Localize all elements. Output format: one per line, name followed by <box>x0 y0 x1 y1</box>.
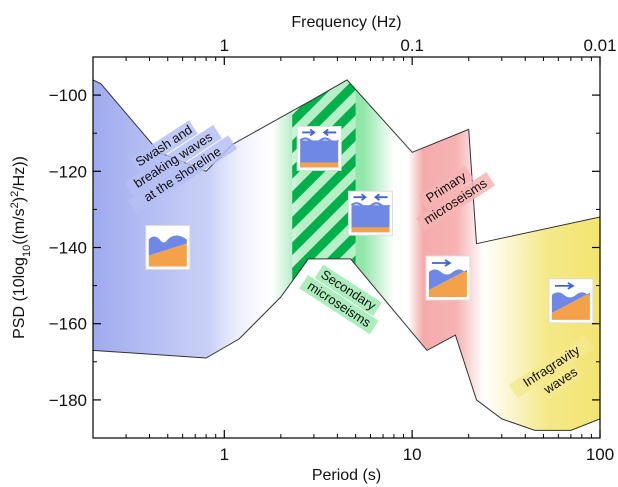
top-tick-label: 0.01 <box>583 36 616 55</box>
y-tick-label: −160 <box>49 315 87 334</box>
opposing-waves-icon-1 <box>296 125 342 171</box>
band-fill-3 <box>407 79 484 431</box>
y-tick-label: −180 <box>49 391 87 410</box>
top-axis-title: Frequency (Hz) <box>291 14 401 31</box>
y-tick-label: −120 <box>49 162 87 181</box>
top-tick-label: 0.1 <box>400 36 424 55</box>
wave-icons <box>145 125 594 324</box>
x-tick-label: 10 <box>403 445 422 464</box>
infragravity-wave-icon <box>548 278 594 324</box>
opposing-waves-icon-2 <box>347 190 393 236</box>
primary-wave-icon <box>425 255 471 301</box>
y-tick-label: −140 <box>49 239 87 258</box>
x-tick-label: 1 <box>220 445 229 464</box>
axis-ticks: 1 10 100 1 0.1 0.01 −100 −120 −140 −160 −180 <box>49 36 617 464</box>
y-tick-label: −100 <box>49 86 87 105</box>
breaking-wave-icon <box>145 225 191 270</box>
y-axis-title: PSD (10log10((m/s2)2/Hz)) <box>9 156 33 339</box>
x-tick-label: 100 <box>586 445 614 464</box>
top-tick-label: 1 <box>220 36 229 55</box>
secondary-microseism-hatch <box>292 79 356 431</box>
x-axis-title: Period (s) <box>312 467 381 484</box>
